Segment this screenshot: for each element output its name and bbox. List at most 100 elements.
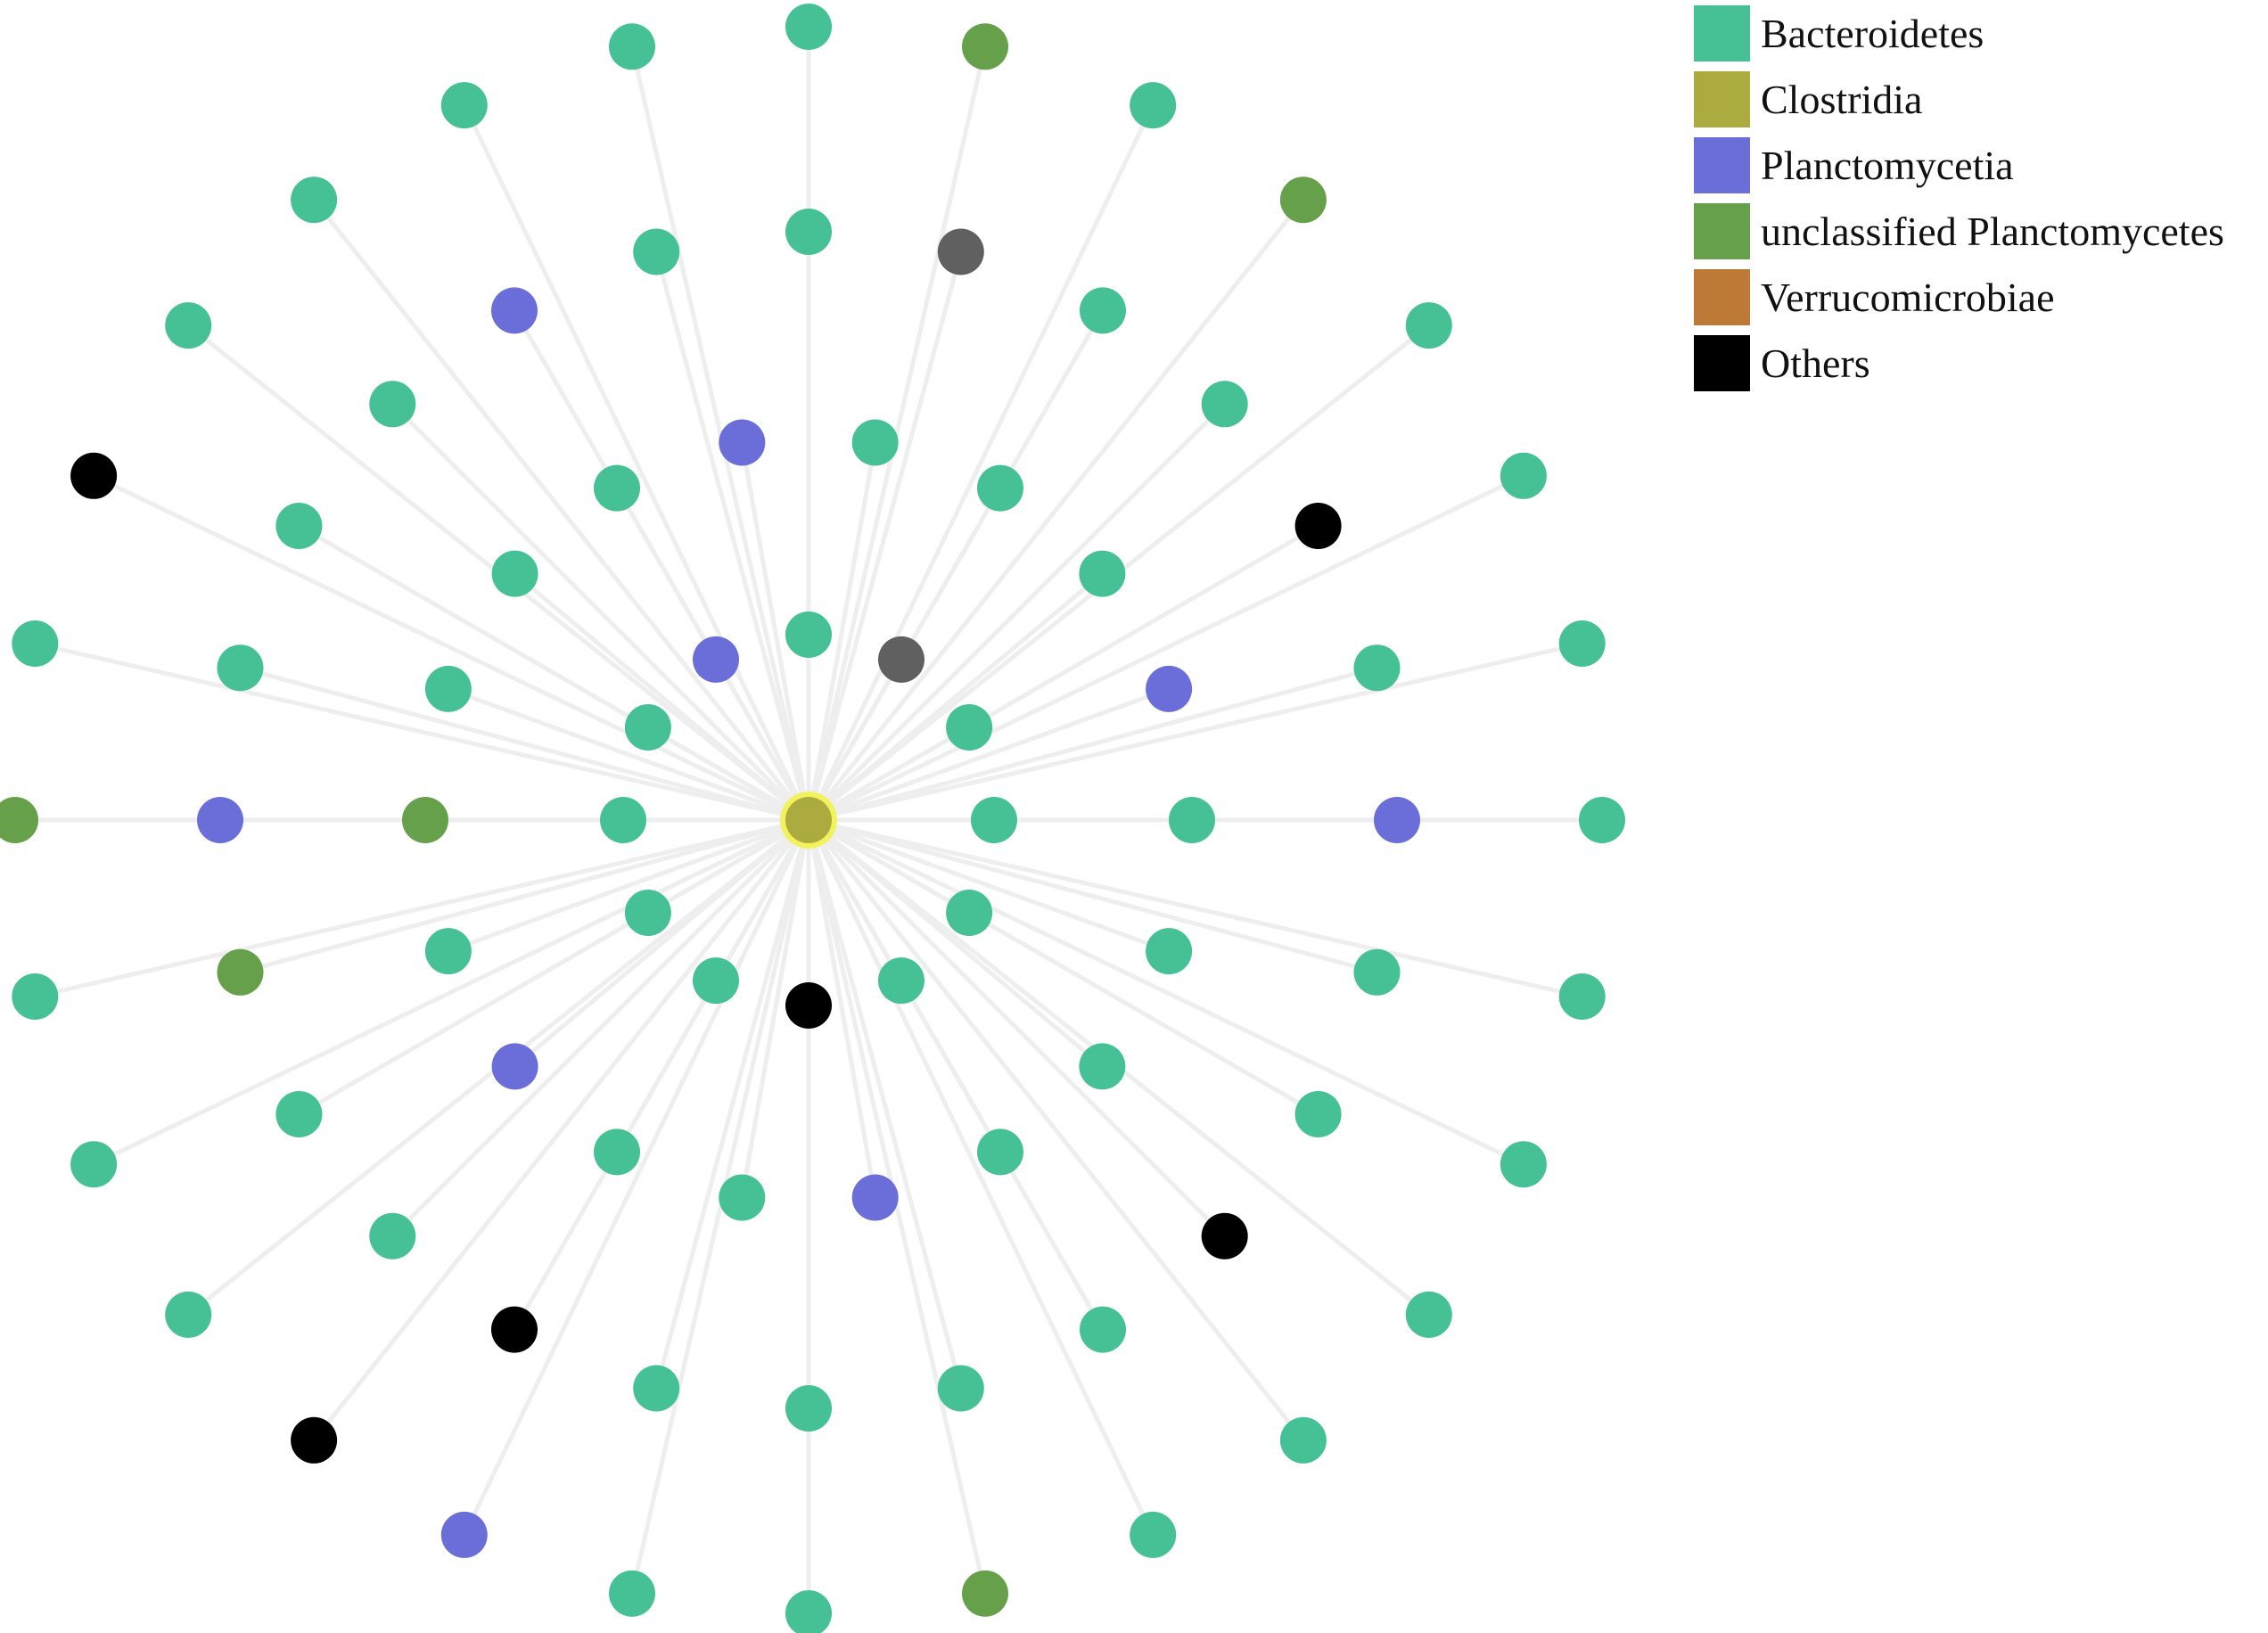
node-others-outer-3 [1201,1212,1248,1260]
legend-item-verrucomicrobiae: Verrucomicrobiae [1694,264,2264,330]
node-planctomycetia-middle-4 [851,1174,899,1221]
node-bacteroidetes-outer-15 [369,381,416,428]
edge-middle-13 [739,442,811,821]
node-bacteroidetes-middle-2 [1079,1043,1126,1090]
node-bacteroidetes-outermost-15 [12,620,59,667]
node-bacteroidetes-outermost-1 [1558,973,1606,1020]
node-bacteroidetes-outermost-27 [1558,620,1606,667]
node-bacteroidetes-middle-15 [977,464,1023,512]
node-others-inner-3 [785,982,832,1029]
node-bacteroidetes-outer-18 [785,209,832,255]
edge-middle-1 [808,817,1170,954]
legend-swatch-bacteroidetes [1694,4,1750,62]
edge-outermost-27 [808,641,1583,823]
node-gray-outer-19 [937,228,984,275]
edge-middle-14 [806,442,878,821]
legend-label-bacteroidetes: Bacteroidetes [1761,10,1984,56]
edge-outer-21 [807,402,1227,822]
node-planctomycetia-outer-12 [197,797,243,843]
edge-outermost-10 [312,818,810,1442]
edge-outermost-6 [806,819,988,1595]
edge-middle-10 [448,686,809,823]
legend-swatch-clostridia [1694,70,1750,127]
node-bacteroidetes-inner-2 [878,957,924,1005]
node-bacteroidetes-outermost-13 [12,973,59,1020]
node-bacteroidetes-middle-3 [977,1128,1023,1176]
node-bacteroidetes-outermost-19 [440,82,488,129]
legend-item-bacteroidetes: Bacteroidetes [1694,0,2264,66]
legend-item-planctomycetia: Planctomycetia [1694,132,2264,198]
node-planctomycetia-outer-0 [1374,797,1420,843]
edge-outermost-22 [806,45,988,821]
node-bacteroidetes-outer-4 [1080,1306,1126,1353]
node-bacteroidetes-outer-13 [217,644,264,692]
edge-outer-20 [806,309,1105,822]
legend: Bacteroidetes Clostridia Planctomycetia … [1694,0,2264,396]
edge-outermost-18 [312,198,810,822]
edge-middle-4 [806,819,878,1198]
node-bacteroidetes-inner-7 [624,704,671,751]
edge-outermost-5 [806,818,1155,1536]
node-bacteroidetes-outer-9 [369,1212,416,1260]
node-bacteroidetes-middle-12 [594,464,640,512]
node-bacteroidetes-middle-1 [1146,928,1193,975]
edge-outermost-13 [34,817,809,999]
node-bacteroidetes-outermost-18 [291,176,338,224]
legend-swatch-planctomycetia [1694,136,1750,193]
edge-middle-5 [739,819,811,1198]
edge-middle-17 [808,686,1170,823]
node-bacteroidetes-outermost-0 [1579,797,1625,843]
edge-outermost-23 [806,104,1155,822]
edge-outer-19 [806,250,964,821]
edge-outermost-15 [34,641,809,823]
legend-label-verrucomicrobiae: Verrucomicrobiae [1761,274,2055,320]
node-planctomycetia-outermost-9 [440,1511,488,1558]
node-bacteroidetes-outermost-2 [1500,1141,1547,1188]
legend-swatch-unclassified-planctomycetes [1694,202,1750,259]
node-bacteroidetes-outer-17 [633,228,680,275]
node-bacteroidetes-inner-11 [946,704,993,751]
node-planctomycetia-middle-17 [1146,665,1193,712]
legend-label-planctomycetia: Planctomycetia [1761,142,2014,188]
edge-outermost-4 [807,818,1305,1442]
node-bacteroidetes-outer-14 [275,503,323,549]
node-bacteroidetes-outermost-23 [1130,82,1177,129]
hub-node-clostridia [785,797,832,843]
node-unclassified-planctomycetes-outer-11 [217,948,264,996]
node-bacteroidetes-middle-11 [491,550,538,597]
node-others-outer-22 [1294,503,1342,549]
edge-outer-5 [806,819,964,1390]
edge-outer-9 [390,818,810,1238]
nodes-layer [0,4,1625,1633]
node-bacteroidetes-outermost-5 [1130,1511,1177,1558]
node-bacteroidetes-inner-0 [971,797,1017,843]
legend-swatch-verrucomicrobiae [1694,268,1750,325]
edge-outermost-8 [629,819,811,1595]
legend-label-others: Others [1761,340,1870,386]
node-bacteroidetes-outer-6 [785,1385,832,1432]
node-bacteroidetes-inner-9 [785,611,832,658]
node-planctomycetia-middle-7 [491,1043,538,1090]
edge-outer-14 [298,523,810,823]
node-bacteroidetes-middle-16 [1079,550,1126,597]
node-bacteroidetes-outermost-21 [785,4,832,50]
node-others-outer-8 [491,1306,538,1353]
node-gray-inner-10 [878,636,924,683]
node-bacteroidetes-outermost-8 [609,1570,655,1617]
node-planctomycetia-middle-13 [719,419,766,466]
node-bacteroidetes-middle-14 [851,419,899,466]
edge-outer-2 [807,817,1319,1117]
legend-swatch-others [1694,334,1750,391]
edge-outer-15 [390,402,810,822]
edge-outermost-2 [807,817,1524,1167]
edge-outer-23 [808,665,1378,823]
legend-label-unclassified-planctomycetes: unclassified Planctomycetes [1761,208,2224,254]
node-others-outermost-10 [291,1416,338,1464]
node-bacteroidetes-outermost-11 [165,1291,212,1338]
node-bacteroidetes-inner-6 [600,797,646,843]
legend-item-others: Others [1694,330,2264,396]
legend-label-clostridia: Clostridia [1761,76,1923,122]
edge-outermost-20 [629,45,811,821]
node-bacteroidetes-outermost-3 [1405,1291,1452,1338]
